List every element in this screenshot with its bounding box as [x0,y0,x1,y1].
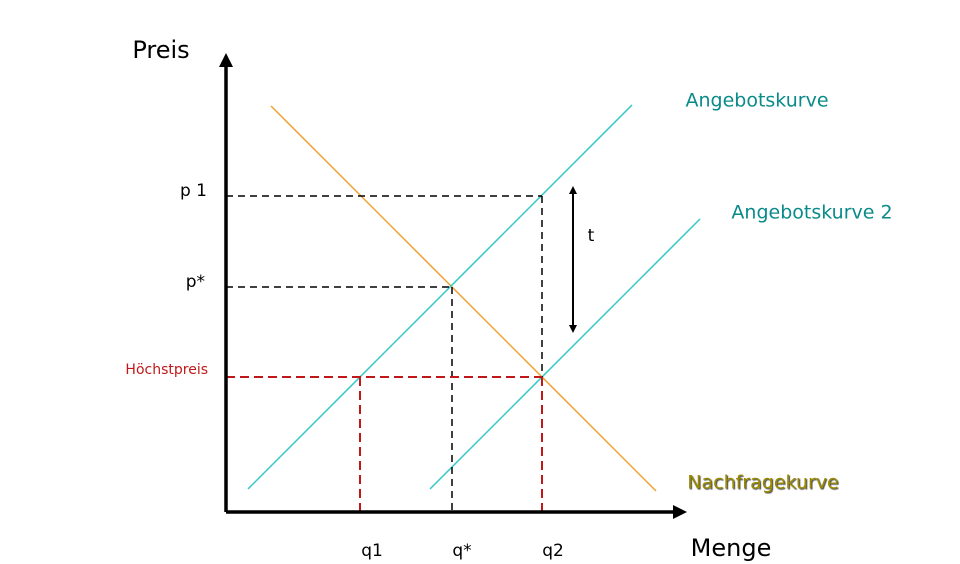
x-axis-label: Menge [691,534,772,562]
curve-label: Angebotskurve [685,90,828,112]
guides [226,195,543,512]
supply-curve [247,104,633,490]
supply-curve-2 [429,218,701,490]
curve-label: Nachfragekurve [687,472,838,494]
quantity-label: q1 [361,541,383,561]
curve-label: Angebotskurve 2 [731,202,892,224]
price-label: Höchstpreis [125,362,208,378]
price-ceiling-guides [226,376,543,512]
demand-curve [270,105,657,492]
quantity-label: q* [452,541,471,561]
price-label: p 1 [180,181,207,201]
price-label: p* [186,272,205,292]
quantity-label: q2 [542,541,564,561]
shift-label: t [588,226,595,246]
y-axis-label: Preis [132,36,189,64]
